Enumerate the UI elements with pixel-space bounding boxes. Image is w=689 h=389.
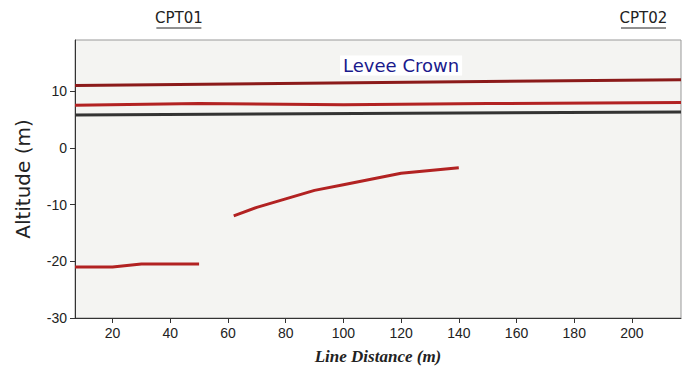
svg-text:-30: -30 — [47, 310, 67, 326]
svg-text:200: 200 — [620, 325, 644, 341]
svg-text:40: 40 — [162, 325, 178, 341]
svg-text:-10: -10 — [47, 197, 67, 213]
svg-text:80: 80 — [278, 325, 294, 341]
svg-text:100: 100 — [332, 325, 356, 341]
svg-text:180: 180 — [563, 325, 587, 341]
svg-text:160: 160 — [505, 325, 529, 341]
svg-text:Line Distance (m): Line Distance (m) — [314, 347, 442, 366]
svg-text:140: 140 — [447, 325, 471, 341]
svg-text:0: 0 — [59, 140, 67, 156]
svg-text:20: 20 — [105, 325, 121, 341]
svg-text:-20: -20 — [47, 253, 67, 269]
svg-text:CPT02: CPT02 — [620, 9, 668, 27]
svg-text:Levee Crown: Levee Crown — [343, 55, 459, 76]
svg-text:10: 10 — [51, 83, 67, 99]
svg-text:Altitude (m): Altitude (m) — [11, 119, 35, 239]
svg-text:CPT01: CPT01 — [155, 9, 203, 27]
svg-text:60: 60 — [220, 325, 236, 341]
svg-text:120: 120 — [389, 325, 413, 341]
